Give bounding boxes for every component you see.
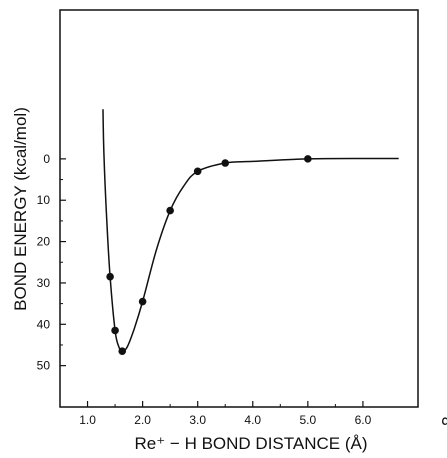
- x-tick-label: 2.0: [134, 413, 151, 427]
- x-tick-label: 6.0: [355, 413, 372, 427]
- x-tick-label: 5.0: [300, 413, 317, 427]
- data-point: [111, 326, 119, 335]
- plot-frame: [59, 9, 419, 408]
- energy-curve: [102, 109, 399, 352]
- data-point: [118, 347, 127, 355]
- x-tick-label: 3.0: [189, 413, 206, 427]
- x-tick-label: ∞: [441, 410, 447, 432]
- y-axis-ticks: 0 10 20 30 40 50: [37, 152, 66, 373]
- y-axis-title: BOND ENERGY (kcal/mol): [11, 107, 30, 311]
- x-tick-label: 1.0: [79, 413, 96, 427]
- data-point: [138, 297, 147, 306]
- data-points: [106, 155, 312, 355]
- x-tick-label: 4.0: [244, 413, 261, 427]
- data-point: [166, 206, 174, 215]
- y-tick-label: 50: [37, 359, 51, 373]
- y-tick-label: 30: [37, 276, 51, 290]
- data-point: [193, 167, 202, 176]
- y-tick-label: 10: [37, 193, 51, 207]
- data-point: [106, 272, 114, 281]
- y-tick-label: 40: [37, 317, 51, 331]
- x-axis-title: Re⁺ − H BOND DISTANCE (Å): [135, 434, 368, 453]
- y-tick-label: 20: [37, 235, 51, 249]
- y-tick-label: 0: [43, 152, 50, 166]
- data-point: [221, 159, 230, 167]
- data-point: [304, 155, 312, 163]
- x-axis-ticks: 1.0 2.0 3.0 4.0 5.0 6.0 ∞: [59, 401, 447, 432]
